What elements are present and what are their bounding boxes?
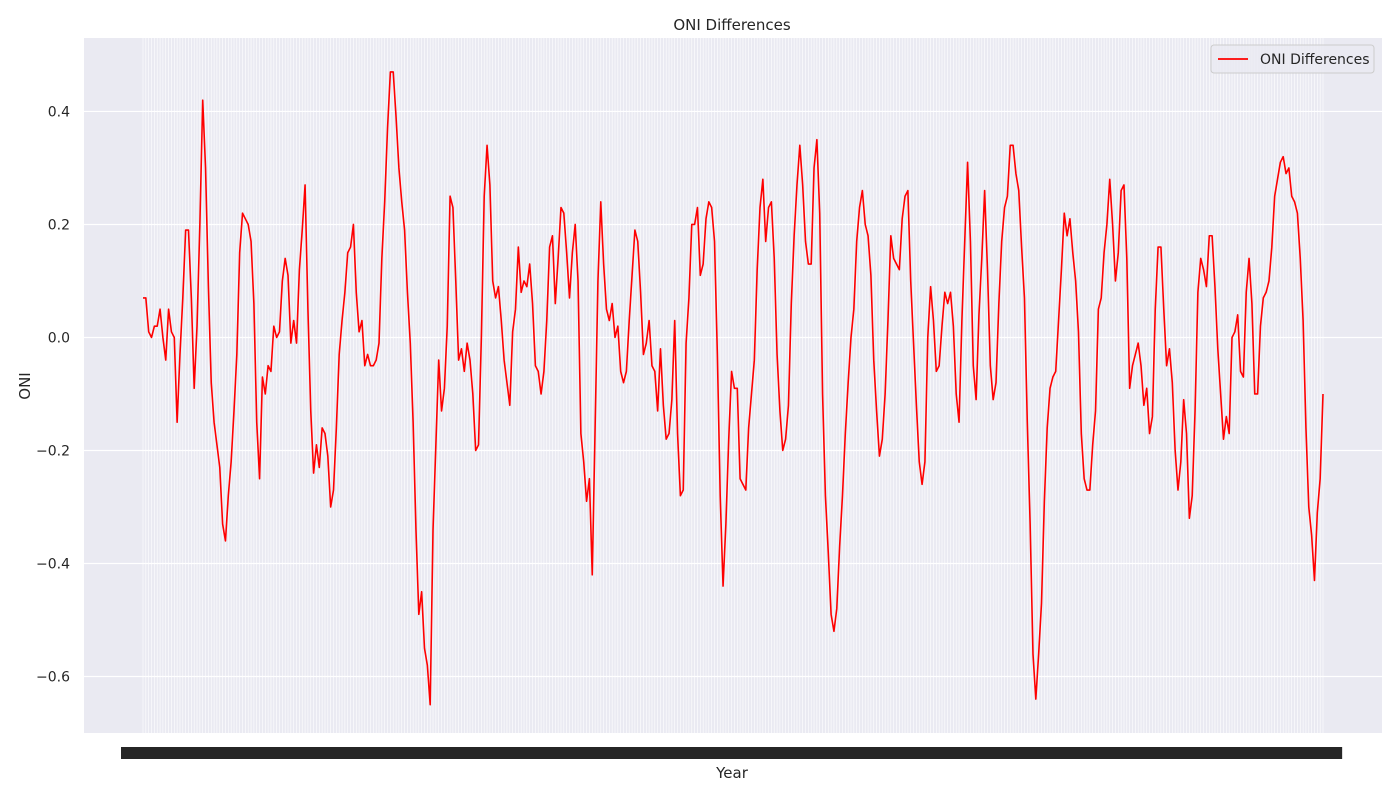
y-tick-labels: −0.6 −0.4 −0.2 0.0 0.2 0.4 (36, 104, 70, 685)
x-tick-marks (121, 747, 1343, 759)
legend-label: ONI Differences (1260, 52, 1370, 68)
y-tick-label: −0.4 (36, 556, 70, 572)
y-tick-label: −0.6 (36, 669, 70, 685)
y-tick-label: −0.2 (36, 443, 70, 459)
grid-lines (84, 38, 1382, 733)
y-tick-label: 0.2 (48, 217, 70, 233)
y-axis-title: ONI (16, 372, 34, 399)
chart-title: ONI Differences (673, 16, 791, 34)
x-axis-title: Year (715, 764, 749, 782)
y-tick-label: 0.4 (48, 104, 70, 120)
legend: ONI Differences (1210, 44, 1375, 74)
legend-box (1210, 44, 1375, 74)
series-line-oni-differences (143, 71, 1324, 706)
y-tick-label: 0.0 (48, 330, 70, 346)
x-tick-label (1298, 747, 1343, 759)
plot-area (84, 38, 1382, 733)
